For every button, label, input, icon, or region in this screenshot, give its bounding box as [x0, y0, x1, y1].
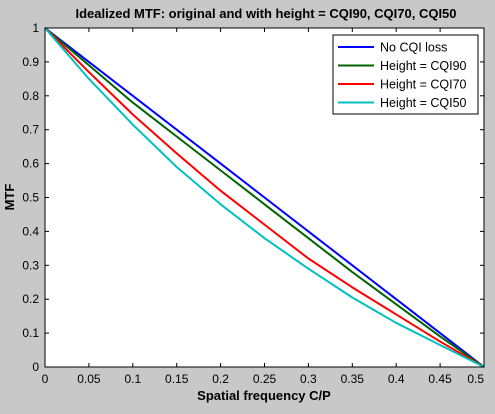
- x-tick-label: 0.45: [428, 372, 452, 386]
- series-line-3: [44, 27, 485, 368]
- y-tick-label: 0.3: [22, 258, 39, 272]
- y-tick-label: 0.6: [22, 157, 39, 171]
- y-tick-label: 0.8: [22, 89, 39, 103]
- y-tick-label: 0.2: [22, 292, 39, 306]
- x-tick-label: 0.05: [77, 372, 101, 386]
- x-tick-label: 0.4: [388, 372, 405, 386]
- legend-box: [332, 34, 479, 115]
- x-tick-label: 0.35: [341, 372, 365, 386]
- legend-label-1: No CQI loss: [380, 41, 447, 55]
- y-tick-label: 0.9: [22, 55, 39, 69]
- ticks-layer: 0 0.05 0.1 0.15 0.2 0.25 0.3 0.35 0.4 0.45 0.5 0 0.1…: [22, 21, 485, 386]
- x-tick-label: 0.3: [300, 372, 317, 386]
- x-tick-label: 0.2: [212, 372, 229, 386]
- series-line-1: [44, 27, 485, 368]
- y-tick-label: 1: [32, 21, 39, 35]
- y-tick-label: 0.1: [22, 326, 39, 340]
- chart-title: Idealized MTF: original and with height …: [75, 6, 456, 21]
- x-tick-label: 0.25: [253, 372, 277, 386]
- series-line-2: [44, 27, 485, 368]
- x-tick-label: 0.1: [124, 372, 141, 386]
- legend-label-4: Height = CQI50: [380, 96, 467, 110]
- x-tick-label: 0: [42, 372, 49, 386]
- legend-label-3: Height = CQI70: [380, 78, 467, 92]
- series-line-4: [44, 27, 485, 368]
- legend: No CQI loss Height = CQI90 Height = CQI70 H…: [332, 34, 479, 115]
- y-tick-label: 0.4: [22, 224, 39, 238]
- x-axis-label: Spatial frequency C/P: [197, 388, 331, 403]
- series-layer: [44, 27, 485, 368]
- x-tick-label: 0.15: [165, 372, 189, 386]
- y-tick-label: 0: [32, 360, 39, 374]
- legend-label-2: Height = CQI90: [380, 59, 467, 73]
- y-tick-label: 0.5: [22, 191, 39, 205]
- x-tick-label: 0.5: [467, 372, 484, 386]
- y-axis-label: MTF: [2, 184, 17, 211]
- y-tick-label: 0.7: [22, 123, 39, 137]
